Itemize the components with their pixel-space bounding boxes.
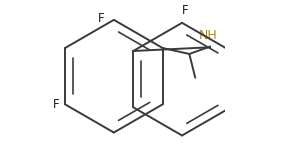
Text: F: F bbox=[182, 4, 188, 17]
Text: NH: NH bbox=[199, 29, 218, 42]
Text: F: F bbox=[53, 98, 59, 111]
Text: F: F bbox=[98, 12, 105, 25]
